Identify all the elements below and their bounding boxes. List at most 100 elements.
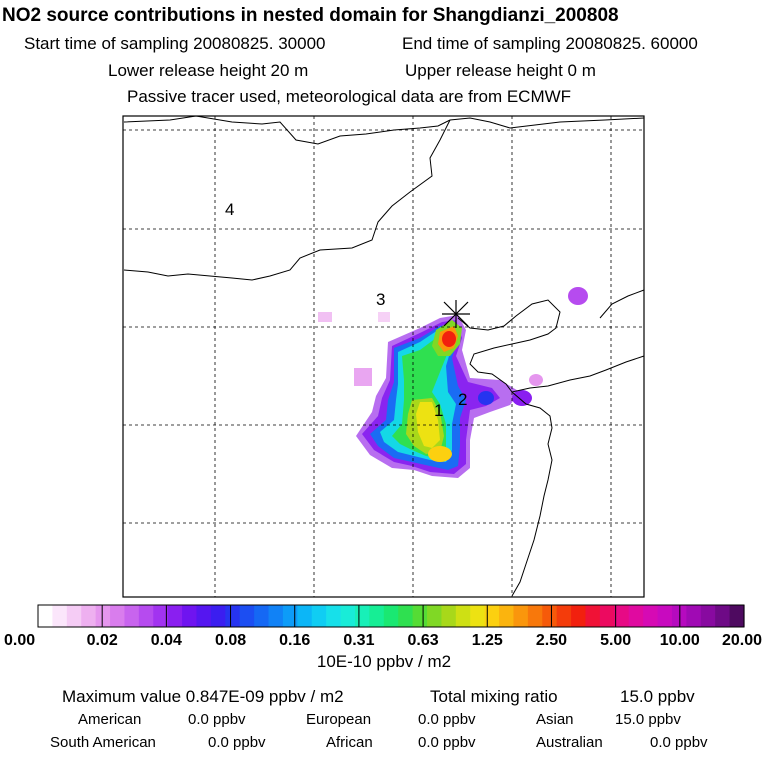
region-value: 0.0 ppbv <box>418 711 476 728</box>
map-frame <box>122 115 645 598</box>
spot-east-1 <box>568 287 588 305</box>
colorbar-cell <box>124 605 140 627</box>
colorbar-tick-label: 5.00 <box>600 632 631 649</box>
plume-north-red <box>442 331 456 347</box>
spot-faint-2 <box>378 312 390 322</box>
marker-label: 4 <box>225 200 234 219</box>
colorbar-cell <box>441 605 457 627</box>
coast-korea <box>599 289 645 319</box>
colorbar-tick-label: 10.00 <box>660 632 700 649</box>
colorbar-cell <box>268 605 284 627</box>
colorbar-cell <box>484 605 500 627</box>
coastlines <box>123 115 645 597</box>
colorbar-ticks <box>37 605 745 627</box>
spot-faint-3 <box>354 368 372 386</box>
colorbar-unit-label: 10E-10 ppbv / m2 <box>317 652 451 671</box>
colorbar-cell <box>282 605 298 627</box>
colorbar-tick-label: 0.00 <box>4 632 35 649</box>
border-inner <box>123 119 451 281</box>
lower-release-height: Lower release height 20 m <box>108 61 309 80</box>
colorbar-cell <box>167 605 183 627</box>
upper-release-height: Upper release height 0 m <box>405 61 596 80</box>
region-value: 0.0 ppbv <box>418 734 476 751</box>
end-time: End time of sampling 20080825. 60000 <box>402 34 698 53</box>
colorbar-tick-label: 0.08 <box>215 632 246 649</box>
colorbar-tick-label: 0.31 <box>343 632 374 649</box>
colorbar-tick-label: 20.00 <box>722 632 762 649</box>
region-value: 0.0 ppbv <box>650 734 708 751</box>
colorbar-cell <box>340 605 356 627</box>
plume-yellow-south <box>428 446 452 462</box>
total-mixing-value: 15.0 ppbv <box>620 687 695 706</box>
max-value-text: Maximum value 0.847E-09 ppbv / m2 <box>62 687 344 706</box>
colorbar-cell <box>700 605 716 627</box>
colorbar-cell <box>225 605 241 627</box>
colorbar-cell <box>383 605 399 627</box>
marker-label: 1 <box>434 401 443 420</box>
marker-label: 3 <box>376 290 385 309</box>
colorbar-cell <box>614 605 630 627</box>
chart-title: NO2 source contributions in nested domai… <box>2 5 619 26</box>
colorbar-tick-label: 1.25 <box>472 632 503 649</box>
region-value: 0.0 ppbv <box>188 711 246 728</box>
colorbar-cell <box>542 605 558 627</box>
colorbar-cell <box>599 605 615 627</box>
tracer-note: Passive tracer used, meteorological data… <box>127 87 572 106</box>
colorbar-cell <box>398 605 414 627</box>
region-name: South American <box>50 734 156 751</box>
marker-label: 2 <box>458 390 467 409</box>
region-name: Australian <box>536 734 603 751</box>
colorbar-cell <box>657 605 673 627</box>
colorbar-cell <box>571 605 587 627</box>
start-time: Start time of sampling 20080825. 30000 <box>24 34 326 53</box>
spot-east-4 <box>529 374 543 386</box>
colorbar-cell <box>326 605 342 627</box>
region-name: European <box>306 711 372 728</box>
colorbar-cell <box>686 605 702 627</box>
colorbar-tick-labels: 0.00 0.02 0.04 0.08 0.16 0.31 0.63 1.25 2.50 5.00… <box>4 632 762 649</box>
colorbar: 0.00 0.02 0.04 0.08 0.16 0.31 0.63 1.25 2.50 5.00… <box>4 604 762 671</box>
colorbar-cell <box>254 605 270 627</box>
colorbar-cell <box>311 605 327 627</box>
total-mixing-label: Total mixing ratio <box>430 687 558 706</box>
colorbar-cell <box>239 605 255 627</box>
colorbar-tick-label: 0.02 <box>87 632 118 649</box>
colorbar-cell <box>556 605 572 627</box>
colorbar-cell <box>81 605 97 627</box>
region-name: Asian <box>536 711 574 728</box>
colorbar-cell <box>527 605 543 627</box>
border-north <box>123 115 645 145</box>
colorbar-cell <box>513 605 529 627</box>
colorbar-cell <box>412 605 428 627</box>
colorbar-cell <box>354 605 370 627</box>
colorbar-cell <box>643 605 659 627</box>
colorbar-tick-label: 0.63 <box>408 632 439 649</box>
colorbar-cell <box>52 605 68 627</box>
colorbar-cell <box>153 605 169 627</box>
coast-bohai <box>457 299 645 393</box>
spot-east-3 <box>478 391 494 405</box>
colorbar-cell <box>66 605 82 627</box>
colorbar-cell <box>585 605 601 627</box>
colorbar-cells <box>38 605 745 627</box>
colorbar-cell <box>110 605 126 627</box>
colorbar-cell <box>470 605 486 627</box>
coast-shandong <box>511 391 553 597</box>
region-value: 15.0 ppbv <box>615 711 681 728</box>
colorbar-cell <box>182 605 198 627</box>
region-name: American <box>78 711 142 728</box>
colorbar-cell <box>729 605 745 627</box>
colorbar-cell <box>499 605 515 627</box>
colorbar-cell <box>628 605 644 627</box>
colorbar-cell <box>369 605 385 627</box>
colorbar-tick-label: 0.04 <box>151 632 182 649</box>
colorbar-cell <box>297 605 313 627</box>
colorbar-cell <box>455 605 471 627</box>
concentration-field <box>318 287 588 478</box>
plume-yellow <box>416 402 440 448</box>
colorbar-cell <box>715 605 731 627</box>
colorbar-cell <box>38 605 54 627</box>
colorbar-cell <box>210 605 226 627</box>
spot-faint-1 <box>318 312 332 322</box>
